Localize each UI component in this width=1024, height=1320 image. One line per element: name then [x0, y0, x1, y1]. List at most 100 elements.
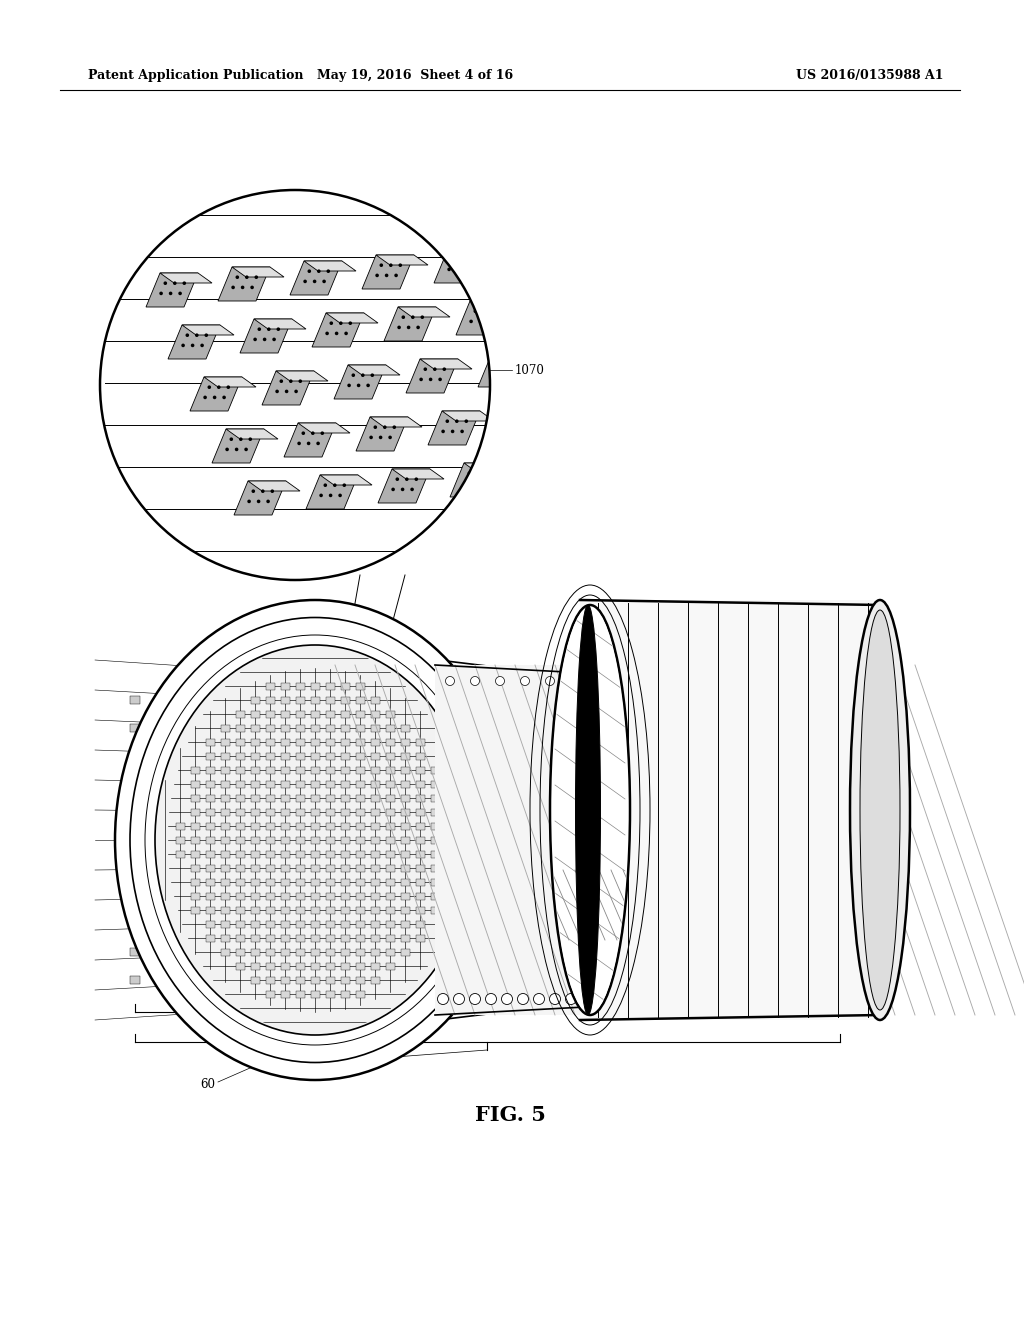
Bar — [236, 808, 245, 816]
Bar — [400, 752, 410, 759]
Bar — [355, 920, 365, 928]
Bar — [130, 752, 140, 760]
Bar — [220, 920, 229, 928]
Circle shape — [367, 384, 370, 387]
Circle shape — [424, 367, 427, 371]
Circle shape — [401, 315, 406, 319]
Bar — [430, 879, 439, 886]
Polygon shape — [398, 308, 450, 317]
Bar — [296, 738, 304, 746]
Text: 1064: 1064 — [220, 738, 250, 751]
Circle shape — [380, 264, 383, 267]
Circle shape — [621, 676, 630, 685]
Bar — [220, 808, 229, 816]
Text: 1050: 1050 — [443, 700, 456, 729]
Bar — [265, 808, 274, 816]
Bar — [355, 808, 365, 816]
Bar — [310, 822, 319, 829]
Bar — [355, 850, 365, 858]
Bar — [341, 990, 349, 998]
Bar — [296, 710, 304, 718]
Bar — [175, 850, 184, 858]
Circle shape — [245, 447, 248, 451]
Bar — [236, 962, 245, 969]
Bar — [310, 935, 319, 941]
Bar — [310, 738, 319, 746]
Bar — [236, 949, 245, 956]
Circle shape — [505, 362, 509, 366]
Bar — [326, 697, 335, 704]
Bar — [341, 697, 349, 704]
Bar — [236, 850, 245, 858]
Circle shape — [342, 483, 346, 487]
Polygon shape — [304, 261, 356, 271]
Bar — [416, 879, 425, 886]
Polygon shape — [378, 469, 430, 503]
Circle shape — [327, 269, 330, 273]
Bar — [206, 865, 214, 871]
Circle shape — [301, 432, 305, 436]
Bar — [341, 822, 349, 829]
Bar — [400, 949, 410, 956]
Circle shape — [272, 338, 275, 341]
Bar — [371, 822, 380, 829]
Polygon shape — [234, 480, 286, 515]
Circle shape — [226, 385, 230, 389]
Bar — [220, 738, 229, 746]
Bar — [385, 808, 394, 816]
Bar — [310, 920, 319, 928]
Circle shape — [549, 466, 553, 469]
Bar — [371, 892, 380, 899]
Bar — [220, 907, 229, 913]
Bar — [310, 850, 319, 858]
Bar — [416, 865, 425, 871]
Bar — [355, 780, 365, 788]
Circle shape — [532, 424, 536, 428]
Circle shape — [270, 490, 274, 492]
Text: 1068: 1068 — [315, 193, 328, 223]
Circle shape — [267, 327, 270, 331]
Text: 1060: 1060 — [477, 700, 490, 729]
Bar — [296, 892, 304, 899]
Circle shape — [252, 490, 255, 492]
Polygon shape — [284, 422, 336, 457]
Circle shape — [248, 499, 251, 503]
Bar — [265, 850, 274, 858]
Bar — [416, 795, 425, 801]
Bar — [430, 795, 439, 801]
Bar — [206, 738, 214, 746]
Bar — [296, 837, 304, 843]
Ellipse shape — [115, 601, 515, 1080]
Circle shape — [465, 420, 468, 422]
Circle shape — [392, 425, 396, 429]
Bar — [220, 850, 229, 858]
Circle shape — [323, 280, 326, 284]
Circle shape — [517, 413, 521, 417]
Circle shape — [307, 269, 311, 273]
Bar — [206, 752, 214, 759]
Bar — [341, 837, 349, 843]
Bar — [341, 879, 349, 886]
Bar — [220, 949, 229, 956]
Circle shape — [437, 994, 449, 1005]
Polygon shape — [392, 469, 444, 479]
Circle shape — [461, 257, 465, 261]
Bar — [416, 850, 425, 858]
Text: 82: 82 — [295, 201, 308, 215]
Bar — [310, 752, 319, 759]
Bar — [371, 752, 380, 759]
Bar — [236, 780, 245, 788]
Bar — [310, 892, 319, 899]
Bar — [326, 935, 335, 941]
Circle shape — [397, 326, 401, 329]
Bar — [240, 808, 250, 816]
Circle shape — [466, 268, 470, 271]
Bar — [265, 795, 274, 801]
Bar — [236, 879, 245, 886]
Bar — [190, 907, 200, 913]
Bar — [281, 725, 290, 731]
Circle shape — [173, 281, 176, 285]
Circle shape — [537, 413, 540, 417]
Polygon shape — [536, 457, 588, 467]
Bar — [206, 780, 214, 788]
